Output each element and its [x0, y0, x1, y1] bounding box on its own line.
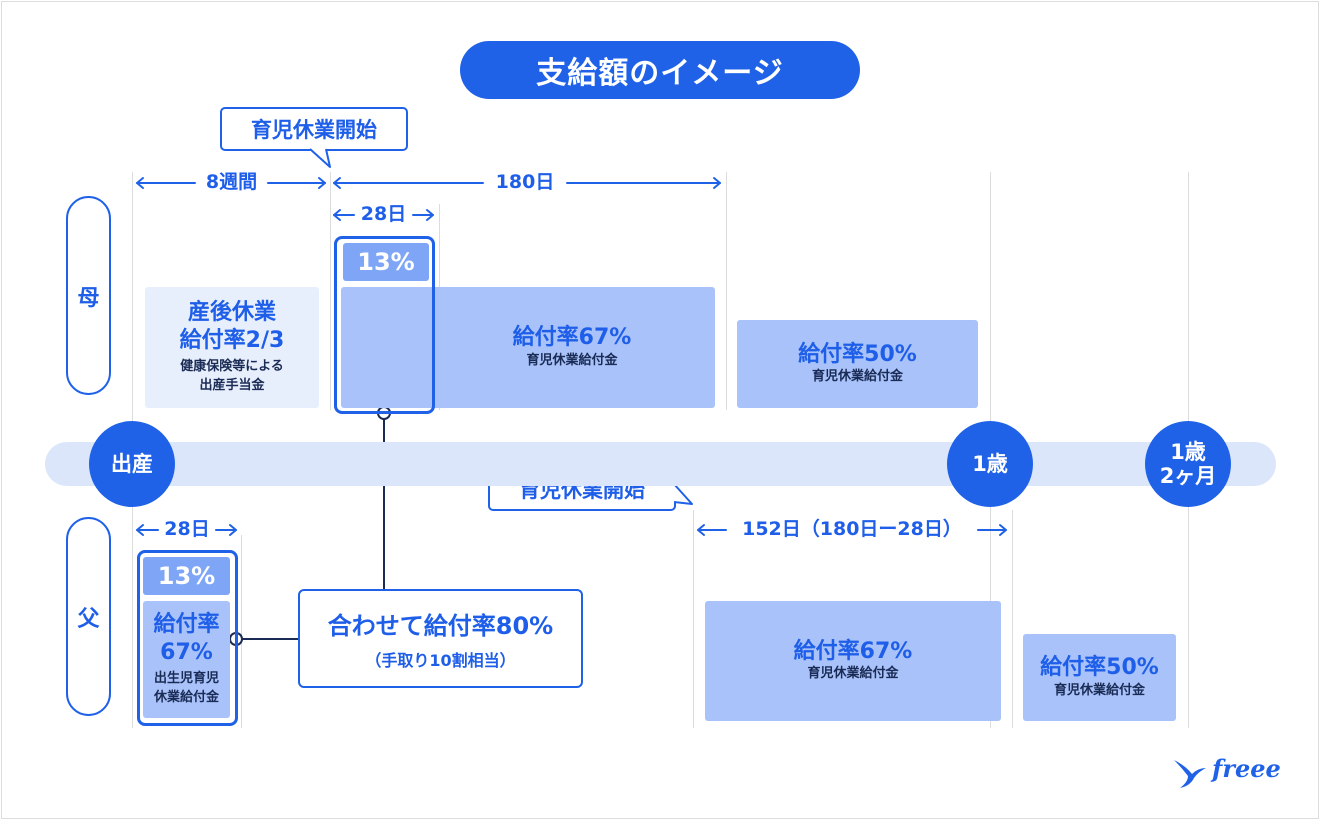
combined-rate-sub: （手取り10割相当） — [365, 651, 516, 670]
milestone-birth: 出産 — [89, 421, 175, 507]
span-8-weeks-label: 8週間 — [205, 171, 258, 193]
grid-line — [330, 172, 331, 410]
mother-bonus-pct: 13% — [343, 243, 429, 281]
father-bonus-pct: 13% — [143, 557, 230, 595]
combined-rate-box: 合わせて給付率80% （手取り10割相当） — [298, 589, 583, 688]
father-callout-tail — [673, 483, 693, 505]
mother-main-label: 育児休業給付金 — [526, 352, 618, 368]
span-28-days-father-label: 28日 — [164, 518, 210, 540]
father-later-rate: 給付率50% — [1040, 655, 1159, 681]
father-first-28-days-highlight — [137, 550, 238, 726]
mother-postpartum-block: 産後休業 給付率2/3 健康保険等による 出産手当金 — [145, 287, 319, 408]
mother-later-rate: 給付率50% — [798, 341, 917, 367]
grid-line — [726, 172, 727, 410]
row-label-mother-text: 母 — [77, 285, 100, 311]
mother-later-label: 育児休業給付金 — [811, 369, 903, 385]
father-birth-rate-line2: 67% — [160, 639, 213, 665]
father-main-label: 育児休業給付金 — [807, 666, 899, 682]
mother-main-rate: 給付率67% — [512, 325, 632, 351]
grid-line — [241, 535, 242, 728]
mother-leave-start-label: 育児休業開始 — [251, 118, 377, 142]
milestone-one-year-two-months: 1歳 2ヶ月 — [1145, 421, 1231, 507]
father-birth-label-line1: 出生児育児 — [153, 671, 219, 687]
milestone-1y2m-line2: 2ヶ月 — [1159, 464, 1217, 488]
father-birth-rate-line1: 給付率 — [153, 612, 220, 638]
timeline-bar — [45, 442, 1276, 486]
mother-main-block: 給付率67% 育児休業給付金 — [341, 287, 715, 408]
swallow-icon — [1174, 760, 1206, 788]
father-main-block: 給付率67% 育児休業給付金 — [705, 601, 1001, 721]
mother-leave-start-callout: 育児休業開始 — [220, 107, 408, 151]
milestone-one-year: 1歳 — [947, 421, 1033, 507]
combined-rate-main: 合わせて給付率80% — [327, 612, 554, 640]
grid-line — [693, 510, 694, 728]
postpartum-title-line1: 産後休業 — [187, 300, 276, 326]
milestone-birth-label: 出産 — [111, 451, 153, 476]
span-152-days-label: 152日（180日ー28日） — [742, 518, 962, 540]
freee-logo: freee — [1172, 752, 1296, 792]
row-label-father: 父 — [66, 517, 111, 716]
grid-line — [1012, 510, 1013, 728]
freee-logo-text: freee — [1212, 754, 1281, 783]
diagram-title: 支給額のイメージ — [460, 41, 860, 99]
postpartum-title-line2: 給付率2/3 — [179, 327, 285, 353]
milestone-1y2m-line1: 1歳 — [1170, 439, 1206, 464]
mother-bonus-pct-text: 13% — [357, 248, 415, 276]
mother-first-28-days-highlight — [334, 236, 435, 414]
father-later-label: 育児休業給付金 — [1053, 682, 1145, 698]
row-label-mother: 母 — [66, 196, 111, 395]
father-bonus-pct-text: 13% — [157, 562, 216, 590]
span-28-days-mother-label: 28日 — [360, 203, 407, 225]
postpartum-note-line2: 出産手当金 — [199, 378, 265, 393]
father-birth-leave-block: 給付率 67% 出生児育児 休業給付金 — [143, 601, 230, 718]
milestone-one-year-label: 1歳 — [972, 451, 1008, 476]
row-label-father-text: 父 — [77, 606, 100, 632]
mother-later-block: 給付率50% 育児休業給付金 — [737, 320, 978, 408]
father-birth-label-line2: 休業給付金 — [153, 690, 219, 705]
postpartum-note-line1: 健康保険等による — [180, 359, 284, 375]
father-main-rate: 給付率67% — [793, 638, 913, 664]
mother-callout-tail — [309, 148, 331, 168]
span-180-days-label: 180日 — [495, 171, 555, 193]
father-later-block: 給付率50% 育児休業給付金 — [1023, 634, 1176, 721]
